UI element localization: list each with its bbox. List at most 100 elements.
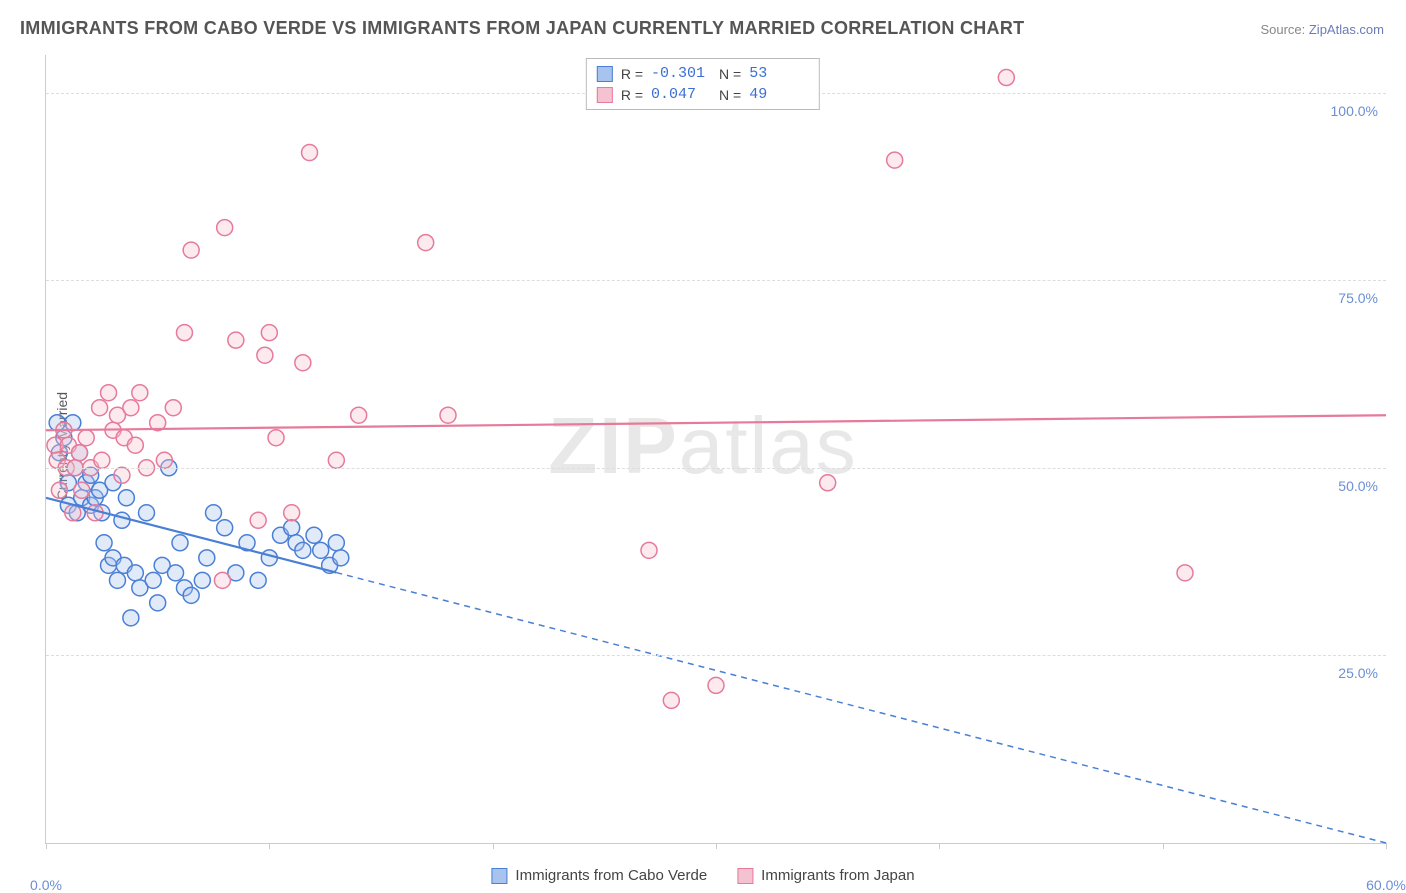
data-point: [72, 445, 88, 461]
data-point: [51, 482, 67, 498]
data-point: [295, 355, 311, 371]
data-point: [641, 542, 657, 558]
r-label: R =: [621, 66, 643, 82]
data-point: [250, 572, 266, 588]
data-point: [118, 490, 134, 506]
plot-svg: [46, 55, 1386, 843]
regression-line-solid: [46, 415, 1386, 430]
x-tick: [939, 843, 940, 849]
data-point: [820, 475, 836, 491]
chart-title: IMMIGRANTS FROM CABO VERDE VS IMMIGRANTS…: [20, 18, 1024, 39]
data-point: [887, 152, 903, 168]
data-point: [328, 452, 344, 468]
data-point: [663, 692, 679, 708]
data-point: [217, 520, 233, 536]
gridline: [46, 280, 1386, 281]
data-point: [217, 220, 233, 236]
n-label: N =: [719, 66, 741, 82]
data-point: [145, 572, 161, 588]
legend-item: Immigrants from Japan: [737, 867, 914, 884]
r-label: R =: [621, 87, 643, 103]
data-point: [132, 385, 148, 401]
y-tick-label: 75.0%: [1338, 290, 1378, 306]
x-tick-label: 60.0%: [1366, 877, 1406, 893]
series-legend: Immigrants from Cabo Verde Immigrants fro…: [491, 867, 914, 884]
data-point: [114, 467, 130, 483]
x-tick-label: 0.0%: [30, 877, 62, 893]
data-point: [183, 242, 199, 258]
data-point: [96, 535, 112, 551]
legend-swatch: [491, 868, 507, 884]
legend-item: Immigrants from Cabo Verde: [491, 867, 707, 884]
data-point: [78, 430, 94, 446]
correlation-legend: R = -0.301 N = 53 R = 0.047 N = 49: [586, 58, 820, 110]
data-point: [351, 407, 367, 423]
data-point: [139, 505, 155, 521]
data-point: [214, 572, 230, 588]
data-point: [708, 677, 724, 693]
data-point: [998, 70, 1014, 86]
data-point: [168, 565, 184, 581]
data-point: [94, 452, 110, 468]
x-tick: [493, 843, 494, 849]
data-point: [101, 385, 117, 401]
data-point: [250, 512, 266, 528]
source-prefix: Source:: [1260, 22, 1308, 37]
data-point: [109, 572, 125, 588]
data-point: [268, 430, 284, 446]
data-point: [194, 572, 210, 588]
data-point: [206, 505, 222, 521]
x-tick: [1163, 843, 1164, 849]
chart-plot-area: 25.0%50.0%75.0%100.0%0.0%60.0%: [45, 55, 1386, 844]
y-tick-label: 100.0%: [1331, 103, 1378, 119]
x-tick: [269, 843, 270, 849]
data-point: [1177, 565, 1193, 581]
data-point: [418, 235, 434, 251]
y-tick-label: 50.0%: [1338, 478, 1378, 494]
legend-label: Immigrants from Japan: [761, 867, 914, 884]
legend-row: R = 0.047 N = 49: [597, 84, 809, 105]
data-point: [74, 482, 90, 498]
gridline: [46, 468, 1386, 469]
r-value: -0.301: [651, 65, 711, 82]
data-point: [150, 595, 166, 611]
data-point: [333, 550, 349, 566]
data-point: [123, 400, 139, 416]
data-point: [156, 452, 172, 468]
source-link[interactable]: ZipAtlas.com: [1309, 22, 1384, 37]
legend-label: Immigrants from Cabo Verde: [515, 867, 707, 884]
data-point: [127, 437, 143, 453]
data-point: [328, 535, 344, 551]
data-point: [176, 325, 192, 341]
data-point: [172, 535, 188, 551]
regression-line-dashed: [336, 573, 1386, 843]
r-value: 0.047: [651, 86, 711, 103]
legend-row: R = -0.301 N = 53: [597, 63, 809, 84]
n-value: 49: [749, 86, 809, 103]
n-label: N =: [719, 87, 741, 103]
x-tick: [1386, 843, 1387, 849]
data-point: [183, 587, 199, 603]
n-value: 53: [749, 65, 809, 82]
data-point: [302, 145, 318, 161]
x-tick: [46, 843, 47, 849]
data-point: [306, 527, 322, 543]
data-point: [127, 565, 143, 581]
data-point: [114, 512, 130, 528]
x-tick: [716, 843, 717, 849]
data-point: [199, 550, 215, 566]
y-tick-label: 25.0%: [1338, 665, 1378, 681]
data-point: [261, 325, 277, 341]
data-point: [228, 332, 244, 348]
data-point: [165, 400, 181, 416]
data-point: [313, 542, 329, 558]
data-point: [295, 542, 311, 558]
data-point: [92, 400, 108, 416]
legend-swatch: [597, 87, 613, 103]
data-point: [257, 347, 273, 363]
data-point: [123, 610, 139, 626]
legend-swatch: [737, 868, 753, 884]
legend-swatch: [597, 66, 613, 82]
data-point: [284, 520, 300, 536]
data-point: [440, 407, 456, 423]
